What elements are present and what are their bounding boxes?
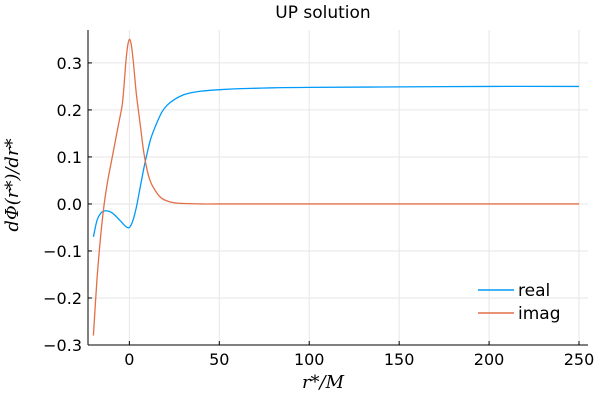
- series-layer: [92, 38, 580, 336]
- chart-title: UP solution: [275, 3, 370, 23]
- y-tick-label: −0.2: [43, 289, 82, 308]
- legend-label-real: real: [518, 281, 550, 301]
- y-axis-label-group: dΦ(r*)/dr*: [2, 138, 23, 231]
- series-line-real: [92, 85, 580, 238]
- y-axis-label: dΦ(r*)/dr*: [2, 138, 23, 231]
- x-tick-label: 200: [474, 350, 505, 369]
- legend: real imag: [478, 281, 561, 324]
- x-tick-label: 0: [124, 350, 134, 369]
- grid-layer: [88, 30, 588, 346]
- x-tick-label: 150: [384, 350, 415, 369]
- y-tick-label: −0.1: [43, 242, 82, 261]
- series-line-imag: [92, 38, 580, 336]
- x-axis-label: r*/M: [302, 372, 345, 393]
- x-tick-label: 50: [209, 350, 229, 369]
- y-tick-label: −0.3: [43, 336, 82, 355]
- x-axis-label-group: r*/M: [302, 372, 345, 393]
- y-tick-label: 0.2: [57, 101, 82, 120]
- y-tick-label: 0.1: [57, 148, 82, 167]
- axes-layer: [87, 30, 588, 346]
- x-tick-label: 100: [294, 350, 325, 369]
- legend-label-imag: imag: [518, 304, 561, 324]
- y-tick-label: 0.3: [57, 54, 82, 73]
- x-tick-label: 250: [564, 350, 595, 369]
- y-tick-label: 0.0: [57, 195, 82, 214]
- ticks-layer: 0 50 100 150 200 250 −0.3 −0.2 −0.1 0.0 0.1 0.2 0.3: [43, 54, 594, 369]
